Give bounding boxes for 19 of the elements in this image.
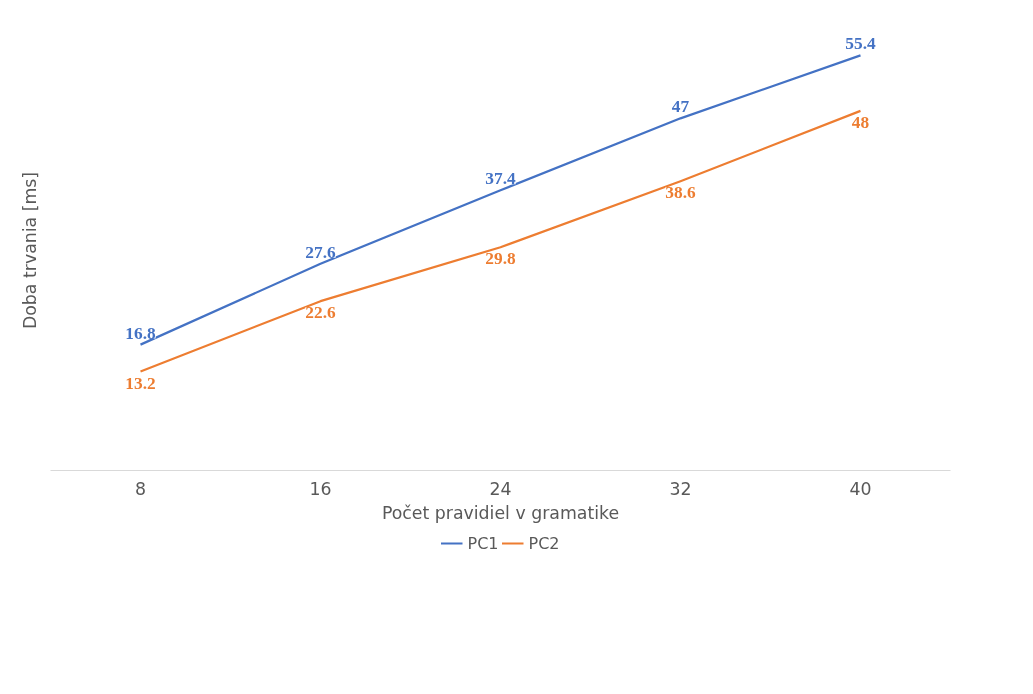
x-tick-label: 40 — [849, 478, 872, 499]
x-tick-label: 24 — [489, 478, 512, 499]
data-label: 22.6 — [305, 303, 336, 323]
x-axis-title: Počet pravidiel v gramatike — [381, 502, 620, 523]
data-label: 38.6 — [665, 183, 696, 203]
data-label: 16.8 — [125, 323, 156, 343]
x-tick-label: 8 — [134, 478, 147, 499]
data-label: 29.8 — [485, 249, 516, 269]
legend-label: PC1 — [467, 533, 499, 553]
y-axis-title: Doba trvania [ms] — [19, 171, 40, 330]
data-label: 37.4 — [485, 169, 516, 189]
x-tick-label: 32 — [669, 478, 692, 499]
x-tick-label: 16 — [309, 478, 332, 499]
data-label: 55.4 — [845, 34, 876, 54]
data-label: 13.2 — [125, 373, 156, 393]
data-label: 47 — [671, 97, 690, 117]
data-label: 48 — [851, 112, 870, 132]
legend-label: PC2 — [528, 533, 560, 553]
data-label: 27.6 — [305, 242, 336, 262]
